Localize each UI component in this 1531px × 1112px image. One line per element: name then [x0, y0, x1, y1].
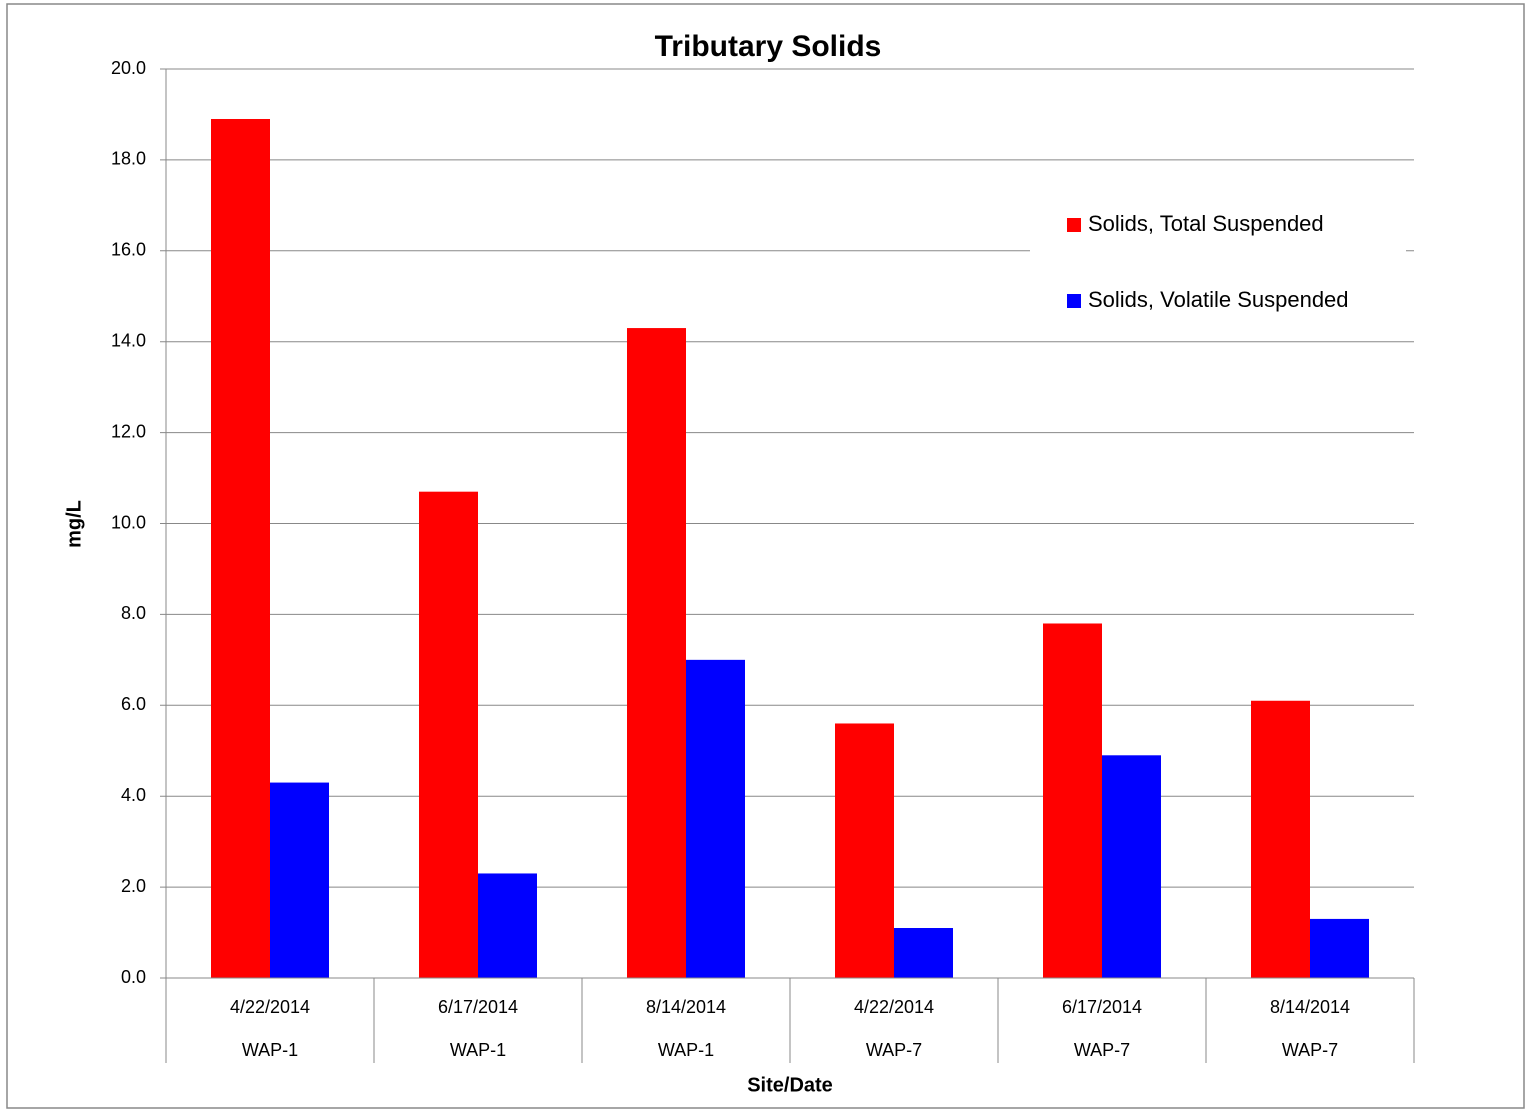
y-tick-label: 2.0 [121, 876, 146, 896]
bar [1043, 623, 1102, 978]
legend-swatch [1067, 294, 1081, 308]
bar [835, 723, 894, 978]
x-tick-label: 4/22/2014 [230, 997, 310, 1017]
bar [270, 782, 329, 978]
bar [627, 328, 686, 978]
y-tick-label: 4.0 [121, 785, 146, 805]
x-tick-label: 6/17/2014 [438, 997, 518, 1017]
legend-box [1030, 190, 1406, 330]
y-tick-label: 8.0 [121, 603, 146, 623]
y-tick-label: 14.0 [111, 330, 146, 350]
bar [211, 118, 270, 979]
bar [1251, 700, 1310, 978]
chart-title: Tributary Solids [655, 30, 882, 63]
x-tick-label: 8/14/2014 [1270, 997, 1350, 1017]
x-axis-title: Site/Date [747, 1074, 833, 1096]
x-tick-label: 4/22/2014 [854, 997, 934, 1017]
legend-label: Solids, Volatile Suspended [1088, 287, 1349, 312]
bar [894, 928, 953, 978]
x-group-label: WAP-7 [1282, 1040, 1338, 1060]
y-axis-title: mg/L [63, 500, 85, 548]
bar [478, 873, 537, 978]
y-tick-label: 18.0 [111, 149, 146, 169]
x-group-label: WAP-1 [450, 1040, 506, 1060]
legend-swatch [1067, 218, 1081, 232]
y-tick-label: 6.0 [121, 694, 146, 714]
x-group-label: WAP-1 [658, 1040, 714, 1060]
y-tick-label: 12.0 [111, 421, 146, 441]
y-tick-label: 20.0 [111, 58, 146, 78]
x-group-label: WAP-7 [866, 1040, 922, 1060]
legend-label: Solids, Total Suspended [1088, 211, 1324, 236]
x-tick-label: 6/17/2014 [1062, 997, 1142, 1017]
bar [419, 491, 478, 978]
bar [1310, 918, 1369, 978]
bar [1102, 755, 1161, 978]
y-tick-label: 10.0 [111, 512, 146, 532]
x-tick-label: 8/14/2014 [646, 997, 726, 1017]
bar [686, 659, 745, 978]
y-tick-label: 0.0 [121, 967, 146, 987]
x-group-label: WAP-1 [242, 1040, 298, 1060]
x-group-label: WAP-7 [1074, 1040, 1130, 1060]
y-tick-label: 16.0 [111, 240, 146, 260]
